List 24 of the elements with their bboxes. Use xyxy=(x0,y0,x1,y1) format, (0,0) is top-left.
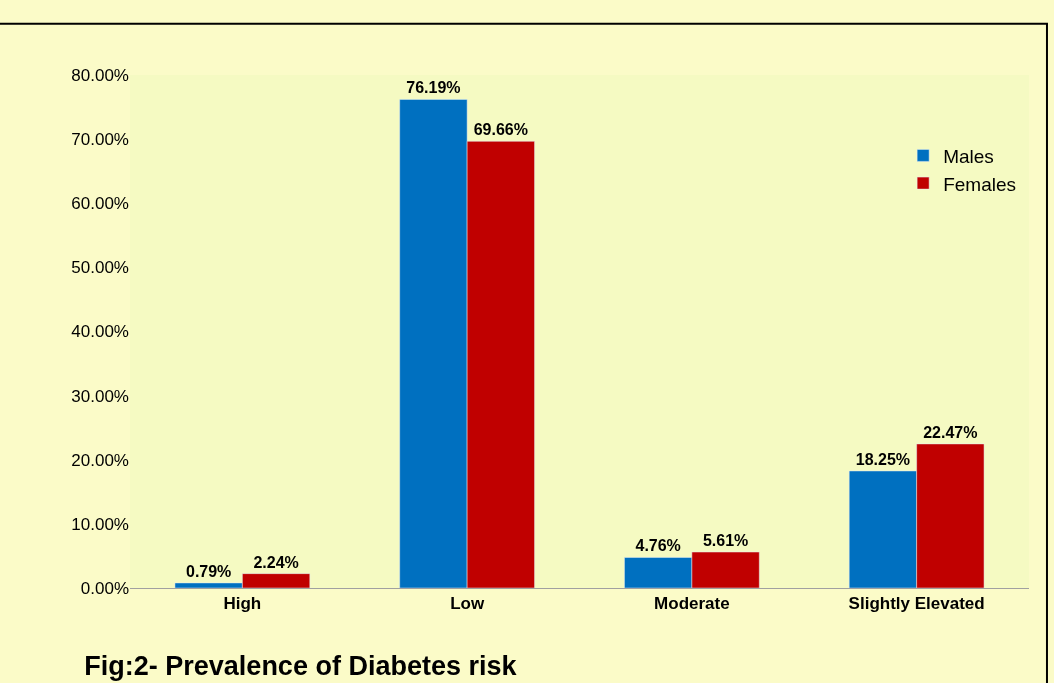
y-tick-label: 80.00% xyxy=(71,65,129,85)
legend-label: Females xyxy=(943,173,1016,195)
y-tick-label: 60.00% xyxy=(71,194,129,214)
x-tick-label: High xyxy=(223,594,262,614)
text: Fig:2- Prevalence of Diabetes risk xyxy=(84,650,518,681)
y-tick-label: 20.00% xyxy=(71,450,129,470)
y-tick-label: 0.00% xyxy=(80,578,129,598)
data-label: 76.19% xyxy=(406,79,461,97)
y-tick-label: 10.00% xyxy=(71,514,129,534)
data-label: 0.79% xyxy=(185,562,232,580)
x-tick-label: Slightly Elevated xyxy=(848,594,985,614)
y-tick-label: 40.00% xyxy=(71,322,129,342)
y-tick-label: 50.00% xyxy=(71,258,129,278)
legend-label: Males xyxy=(943,145,994,167)
y-tick-label: 70.00% xyxy=(71,130,129,150)
x-tick-label: Low xyxy=(450,594,485,614)
data-label: 22.47% xyxy=(923,423,978,441)
data-label: 4.76% xyxy=(635,537,681,555)
data-label: 69.66% xyxy=(473,121,528,139)
data-label: 2.24% xyxy=(253,553,299,571)
data-label: 5.61% xyxy=(702,532,749,550)
y-tick-label: 30.00% xyxy=(71,386,129,406)
data-label: 18.25% xyxy=(855,450,911,468)
x-tick-label: Moderate xyxy=(654,594,730,614)
